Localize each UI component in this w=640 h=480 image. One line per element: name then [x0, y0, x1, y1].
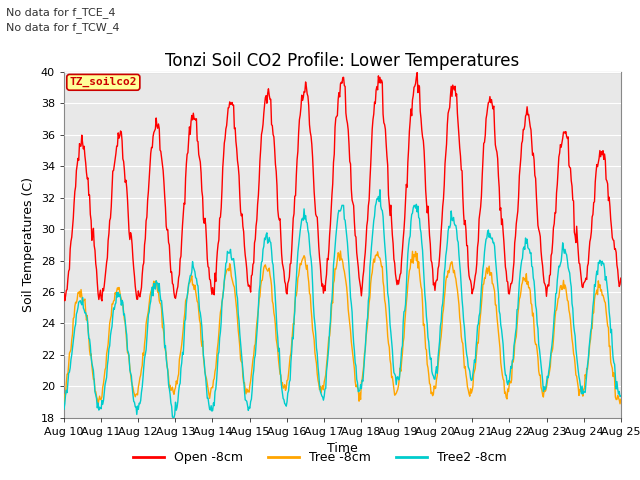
Text: TZ_soilco2: TZ_soilco2 — [70, 77, 137, 87]
X-axis label: Time: Time — [327, 442, 358, 455]
Y-axis label: Soil Temperatures (C): Soil Temperatures (C) — [22, 177, 35, 312]
Text: No data for f_TCW_4: No data for f_TCW_4 — [6, 22, 120, 33]
Legend: Open -8cm, Tree -8cm, Tree2 -8cm: Open -8cm, Tree -8cm, Tree2 -8cm — [128, 446, 512, 469]
Text: No data for f_TCE_4: No data for f_TCE_4 — [6, 7, 116, 18]
Title: Tonzi Soil CO2 Profile: Lower Temperatures: Tonzi Soil CO2 Profile: Lower Temperatur… — [165, 52, 520, 71]
